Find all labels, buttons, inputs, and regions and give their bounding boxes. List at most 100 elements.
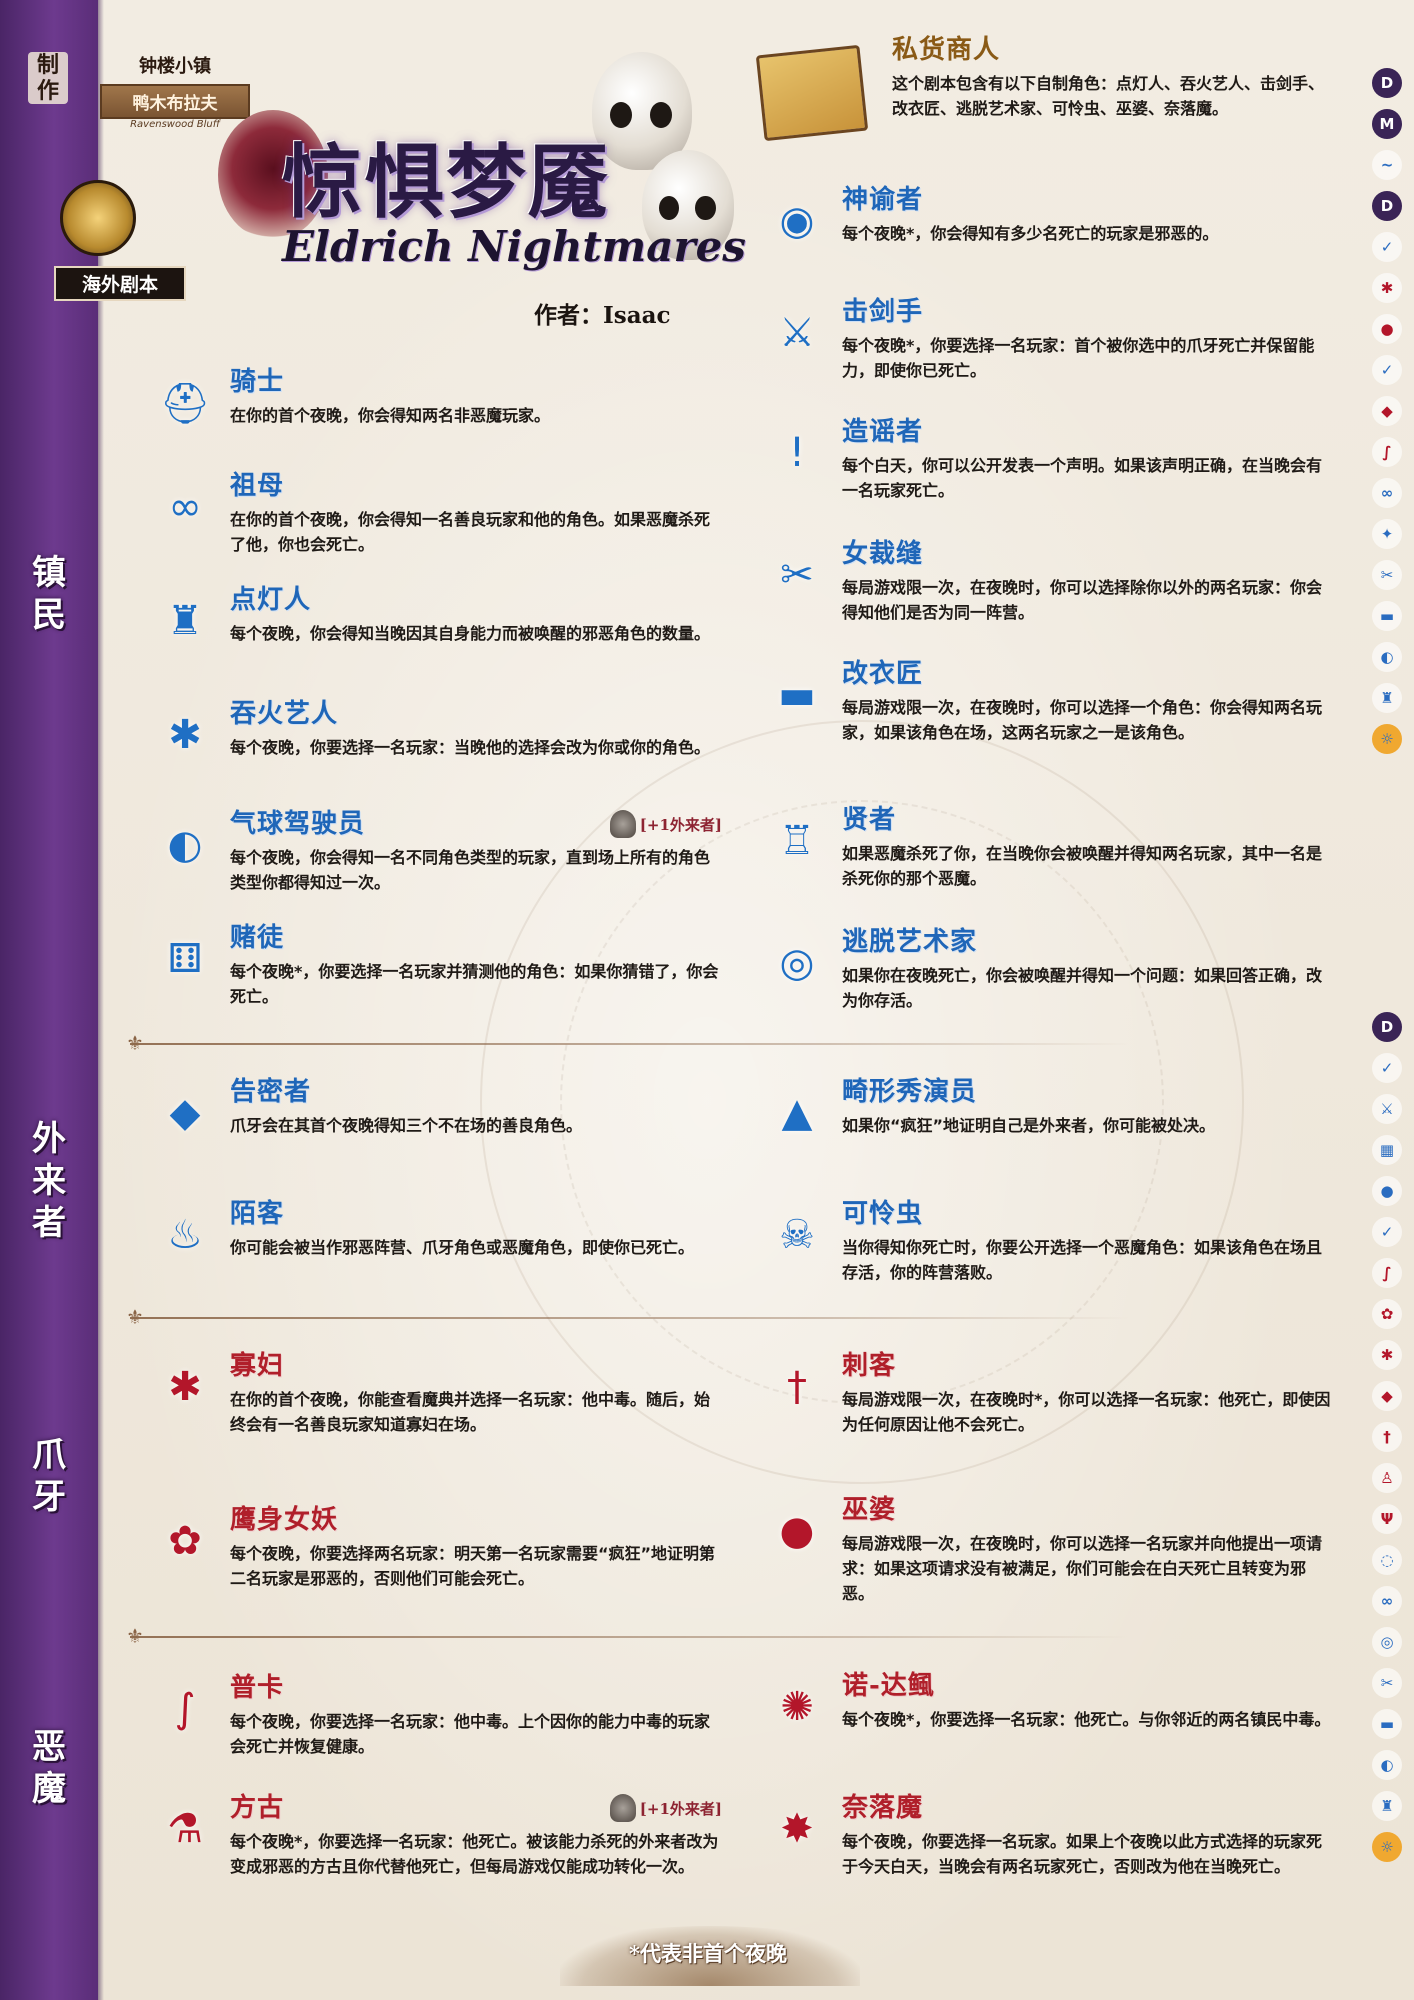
role-description: 在你的首个夜晚，你能查看魔典并选择一名玩家：他中毒。随后，始终会有一名善良玩家知…: [230, 1390, 711, 1434]
team-label-minion: 爪牙: [32, 1435, 66, 1517]
skull-icon: [592, 52, 692, 170]
night-order-icon: ∞: [1372, 478, 1402, 508]
night-order-icon: ∫: [1372, 1258, 1402, 1288]
role-description: 每个夜晚*，你要选择一名玩家并猜测他的角色：如果你猜错了，你会死亡。: [230, 962, 719, 1006]
role-description: 在你的首个夜晚，你会得知两名非恶魔玩家。: [230, 406, 551, 425]
role-name: 私货商人: [892, 35, 1001, 65]
night-order-icon: ●: [1372, 1176, 1402, 1206]
gargoyle-icon: [609, 1794, 636, 1822]
role-icon: ▲: [781, 1090, 813, 1136]
role-icon: †: [787, 1364, 807, 1410]
role-icon: ☠: [779, 1212, 815, 1258]
night-order-icon: ✓: [1372, 1053, 1402, 1083]
night-order-icon: D: [1372, 191, 1402, 221]
role-icon: ⚅: [167, 936, 203, 982]
role-description: 每个夜晚*，你要选择一名玩家：他死亡。被该能力杀死的外来者改为变成邪恶的方古且你…: [230, 1832, 719, 1876]
role-description: 每个白天，你可以公开发表一个声明。如果该声明正确，在当晚会有一名玩家死亡。: [842, 456, 1323, 500]
role-description: 每局游戏限一次，在夜晚时，你可以选择除你以外的两名玩家：你会得知他们是否为同一阵…: [842, 578, 1323, 622]
role-name: 女裁缝: [842, 539, 924, 569]
role-description: 当你得知你死亡时，你要公开选择一个恶魔角色：如果该角色在场且存活，你的阵营落败。: [842, 1238, 1323, 1282]
role-description: 这个剧本包含有以下自制角色：点灯人、吞火艺人、击剑手、改衣匠、逃脱艺术家、可怜虫…: [892, 74, 1325, 118]
role-name: 神谕者: [842, 185, 924, 215]
role-name: 吞火艺人: [230, 699, 339, 729]
night-order-icon: †: [1372, 1422, 1402, 1452]
role-icon: ✸: [780, 1806, 814, 1852]
role-icon: ⚔: [779, 310, 815, 356]
script-title: 惊惧梦魇: [282, 135, 610, 229]
overseas-script-label: 海外剧本: [54, 266, 186, 301]
night-order-icon: ▦: [1372, 1135, 1402, 1165]
role-description: 每个夜晚，你要选择两名玩家：明天第一名玩家需要“疯狂”地证明第二名玩家是邪恶的，…: [230, 1544, 716, 1588]
night-order-icon: ◆: [1372, 396, 1402, 426]
night-order-icon: ♜: [1372, 683, 1402, 713]
night-order-icon: ✿: [1372, 1299, 1402, 1329]
role-description: 如果你“疯狂”地证明自己是外来者，你可能被处决。: [842, 1116, 1216, 1135]
role-icon: ●: [779, 1508, 815, 1554]
role-name: 诺-达鲺: [842, 1671, 935, 1701]
night-order-icon: ✓: [1372, 355, 1402, 385]
role-icon: ∞: [168, 484, 202, 530]
night-order-icon: ◆: [1372, 1381, 1402, 1411]
role-icon: ♨: [167, 1212, 203, 1258]
night-order-icon: ◎: [1372, 1627, 1402, 1657]
night-order-icon: ◐: [1372, 1750, 1402, 1780]
night-order-icon: ♙: [1372, 1463, 1402, 1493]
night-order-icon: Ψ: [1372, 1504, 1402, 1534]
role-description: 每个夜晚，你要选择一名玩家。如果上个夜晚以此方式选择的玩家死于今天白天，当晚会有…: [842, 1832, 1323, 1876]
setup-modifier-badge: [+1外来者]: [609, 1794, 722, 1822]
role-icon: ▬: [778, 672, 816, 718]
gargoyle-icon: [609, 810, 636, 838]
footer-ornament: [560, 1926, 860, 1986]
team-label-demon: 恶魔: [32, 1727, 66, 1809]
role-name: 改衣匠: [842, 659, 924, 689]
night-order-icon: ●: [1372, 314, 1402, 344]
town-banner: 鸭木布拉夫: [100, 84, 250, 119]
town-name: 钟楼小镇: [139, 56, 211, 77]
role-description: 每个夜晚*，你要选择一名玩家：首个被你选中的爪牙死亡并保留能力，即使你已死亡。: [842, 336, 1315, 380]
setup-modifier-text: [+1外来者]: [639, 1799, 722, 1818]
night-order-icon: ✓: [1372, 232, 1402, 262]
role-icon: ◉: [779, 198, 815, 244]
setup-modifier-text: [+1外来者]: [639, 815, 722, 834]
role-icon: ⚗: [167, 1806, 203, 1852]
night-order-icon: ✂: [1372, 1668, 1402, 1698]
role-name: 方古: [230, 1793, 285, 1823]
role-icon: ♜: [167, 598, 203, 644]
role-description: 爪牙会在其首个夜晚得知三个不在场的善良角色。: [230, 1116, 583, 1135]
role-icon: ✂: [780, 552, 814, 598]
role-description: 每个夜晚，你会得知一名不同角色类型的玩家，直到场上所有的角色类型你都得知过一次。: [230, 848, 711, 892]
role-name: 造谣者: [842, 417, 924, 447]
role-description: 每局游戏限一次，在夜晚时*，你可以选择一名玩家：他死亡，即使因为任何原因让他不会…: [842, 1390, 1331, 1434]
night-order-icon: ∫: [1372, 437, 1402, 467]
role-description: 每个夜晚*，你要选择一名玩家：他死亡。与你邻近的两名镇民中毒。: [842, 1710, 1331, 1729]
role-name: 可怜虫: [842, 1199, 924, 1229]
role-icon: ⛑: [159, 380, 211, 427]
role-icon: ◆: [169, 1090, 201, 1136]
night-order-icon: ✦: [1372, 519, 1402, 549]
role-name: 贤者: [842, 805, 897, 835]
role-name: 畸形秀演员: [842, 1077, 978, 1107]
other-night-order: D ✓ ⚔ ▦ ● ✓ ∫ ✿ ✱ ◆ † ♙ Ψ ◌ ∞ ◎ ✂ ▬ ◐ ♜ ☼: [1372, 1012, 1406, 1873]
night-order-icon: ✱: [1372, 273, 1402, 303]
background-rune-circle-inner: [560, 800, 1164, 1404]
night-order-icon: ~: [1372, 150, 1402, 180]
night-order-icon: ◌: [1372, 1545, 1402, 1575]
role-name: 陌客: [230, 1199, 285, 1229]
role-icon: !: [788, 430, 806, 476]
skull-icon: [642, 150, 734, 260]
role-name: 鹰身女妖: [230, 1505, 339, 1535]
role-name: 击剑手: [842, 297, 924, 327]
treasure-chest-icon: [755, 44, 869, 142]
setup-modifier-badge: [+1外来者]: [609, 810, 722, 838]
role-name: 赌徒: [230, 923, 285, 953]
role-icon: ◎: [779, 940, 815, 986]
night-order-icon: M: [1372, 109, 1402, 139]
role-description: 每个夜晚，你会得知当晚因其自身能力而被唤醒的邪恶角色的数量。: [230, 624, 711, 643]
night-order-icon: ◐: [1372, 642, 1402, 672]
monster-mouth-icon: [218, 110, 328, 240]
role-name: 巫婆: [842, 1495, 897, 1525]
role-icon: ✺: [780, 1684, 814, 1730]
team-label-outsider: 外来者: [32, 1119, 66, 1243]
role-name: 普卡: [230, 1673, 285, 1703]
section-divider: [130, 1317, 1130, 1319]
